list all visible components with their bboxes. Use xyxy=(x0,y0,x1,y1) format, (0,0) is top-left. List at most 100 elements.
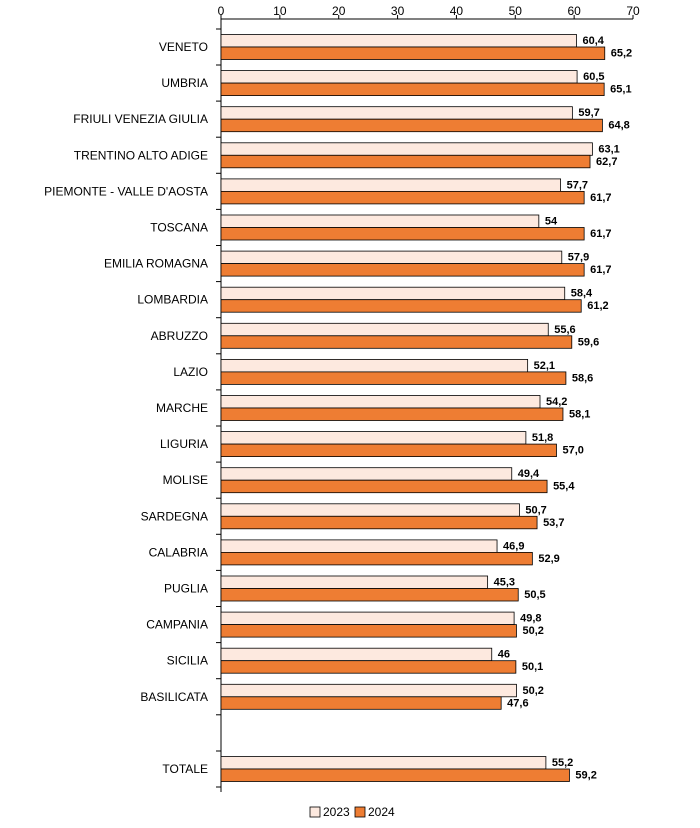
data-label-2023: 45,3 xyxy=(494,577,515,589)
data-label-2023: 57,9 xyxy=(568,252,589,264)
category-label: EMILIA ROMAGNA xyxy=(104,257,208,271)
legend-label-2023: 2023 xyxy=(323,805,350,819)
legend-swatch-2024 xyxy=(354,806,366,818)
data-label-2024: 58,6 xyxy=(572,372,593,384)
data-label-2024: 61,7 xyxy=(590,228,611,240)
bar-2024 xyxy=(220,154,591,169)
category-label: MARCHE xyxy=(156,401,208,415)
data-label-2024: 50,1 xyxy=(522,661,543,673)
bar-2024 xyxy=(220,696,502,710)
bar-2023 xyxy=(220,395,541,409)
data-label-2023: 54,2 xyxy=(546,396,567,408)
x-axis: 0 10 20 30 40 50 60 70 xyxy=(218,4,640,20)
bar-2024 xyxy=(220,515,538,530)
data-label-2023: 54 xyxy=(545,216,558,228)
bars xyxy=(220,34,606,782)
x-tick-label: 30 xyxy=(391,4,405,18)
x-tick-label: 40 xyxy=(450,4,464,18)
bar-2024 xyxy=(220,552,533,566)
bar-2023 xyxy=(220,575,489,589)
bar-2023 xyxy=(220,358,529,373)
data-label-2024: 65,2 xyxy=(611,48,632,60)
data-label-2024: 61,7 xyxy=(590,192,611,204)
x-tick-label: 70 xyxy=(626,4,640,18)
data-label-2024: 59,6 xyxy=(578,336,599,348)
category-label: SICILIA xyxy=(167,654,208,668)
data-labels: 60,4 60,5 59,7 63,1 57,7 54 57,9 58,4 55,6 52,1 54… xyxy=(494,35,633,782)
category-label: TOSCANA xyxy=(150,221,208,235)
bar-2024 xyxy=(220,82,605,96)
bar-2024 xyxy=(220,299,582,313)
data-label-2023: 55,2 xyxy=(552,757,573,769)
x-tick-label: 10 xyxy=(273,4,287,18)
data-label-2024: 65,1 xyxy=(610,84,631,96)
data-label-2024: 64,8 xyxy=(608,120,629,132)
category-axis: VENETO UMBRIA FRIULI VENEZIA GIULIA TRENTIN… xyxy=(44,19,222,792)
category-label: SARDEGNA xyxy=(141,509,208,523)
data-label-2023: 46,9 xyxy=(503,540,524,552)
data-label-2023: 60,5 xyxy=(583,71,604,83)
data-label-2023: 55,6 xyxy=(554,324,575,336)
data-label-2024: 61,7 xyxy=(590,264,611,276)
data-label-2023: 59,7 xyxy=(578,107,599,119)
bar-2024 xyxy=(220,479,548,494)
data-label-2024: 57,0 xyxy=(562,445,583,457)
data-label-2024: 52,9 xyxy=(538,553,559,565)
data-label-2024: 50,2 xyxy=(522,625,543,637)
data-label-2023: 51,8 xyxy=(532,432,553,444)
bar-2023 xyxy=(220,467,513,481)
legend: 2023 2024 xyxy=(309,805,395,819)
bar-2024 xyxy=(220,118,603,133)
bar-2023 xyxy=(220,142,593,156)
data-label-2024: 61,2 xyxy=(587,300,608,312)
bar-2024 xyxy=(220,407,564,421)
bar-2023 xyxy=(220,34,577,48)
category-label: MOLISE xyxy=(163,473,208,487)
data-label-2023: 57,7 xyxy=(567,179,588,191)
bar-2024 xyxy=(220,335,573,349)
data-label-2023: 46 xyxy=(498,649,510,661)
data-label-2024: 53,7 xyxy=(543,517,564,529)
data-label-2024: 55,4 xyxy=(553,481,575,493)
bar-2023 xyxy=(220,539,498,553)
bar-2023 xyxy=(220,322,549,337)
bar-2024 xyxy=(220,660,517,674)
data-label-2023: 63,1 xyxy=(598,143,619,155)
bar-2024 xyxy=(220,443,557,458)
bar-2023 xyxy=(220,250,563,265)
category-label: VENETO xyxy=(159,40,208,54)
bar-2023 xyxy=(220,106,573,120)
x-tick-label: 60 xyxy=(567,4,581,18)
bar-2023 xyxy=(220,214,540,228)
bar-2024 xyxy=(220,768,570,782)
category-label: LIGURIA xyxy=(160,437,208,451)
category-label: FRIULI VENEZIA GIULIA xyxy=(73,112,208,126)
x-tick-label: 50 xyxy=(509,4,523,18)
bar-2023 xyxy=(220,431,527,445)
category-label: CALABRIA xyxy=(149,545,208,559)
bar-2023 xyxy=(220,503,520,517)
bar-2024 xyxy=(220,371,567,385)
bar-2024 xyxy=(220,263,585,277)
category-label: TRENTINO ALTO ADIGE xyxy=(74,148,208,162)
bar-2023 xyxy=(220,286,566,301)
bar-2023 xyxy=(220,756,547,770)
bar-2024 xyxy=(220,624,517,638)
bar-2024 xyxy=(220,227,585,241)
data-label-2023: 58,4 xyxy=(571,288,593,300)
bar-2024 xyxy=(220,46,606,60)
category-label: UMBRIA xyxy=(161,76,208,90)
data-label-2023: 50,2 xyxy=(522,685,543,697)
bar-2024 xyxy=(220,190,585,205)
data-label-2023: 49,8 xyxy=(520,613,541,625)
category-label: LAZIO xyxy=(173,365,208,379)
category-label: BASILICATA xyxy=(140,690,208,704)
data-label-2023: 52,1 xyxy=(534,360,555,372)
data-label-2023: 50,7 xyxy=(525,504,546,516)
category-label: TOTALE xyxy=(162,762,208,776)
bar-2023 xyxy=(220,178,562,192)
bar-2023 xyxy=(220,683,517,698)
data-label-2024: 50,5 xyxy=(524,589,545,601)
category-label: PUGLIA xyxy=(164,582,208,596)
